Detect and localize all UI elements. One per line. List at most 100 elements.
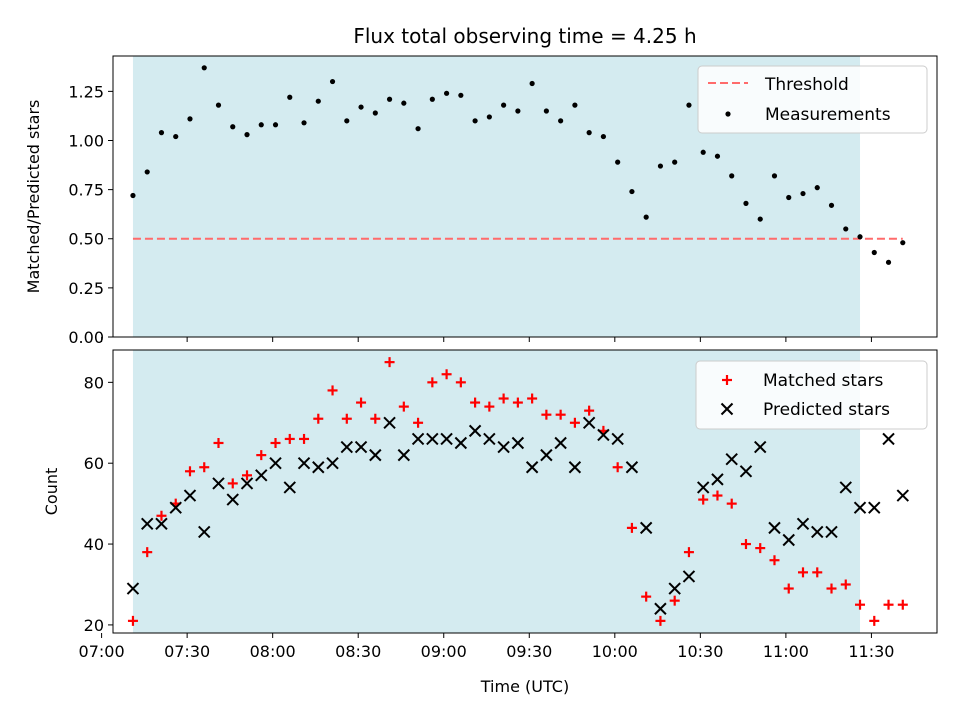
measurement-point bbox=[686, 102, 692, 108]
measurement-point bbox=[714, 153, 721, 159]
matched-star-point bbox=[812, 567, 823, 578]
measurement-point bbox=[244, 132, 250, 138]
legend-matched-label: Matched stars bbox=[763, 371, 883, 391]
bottom-ytick-label: 60 bbox=[84, 454, 104, 473]
matched-star-point bbox=[370, 413, 381, 424]
matched-star-point bbox=[356, 397, 367, 408]
bottom-ylabel: Count bbox=[42, 468, 61, 516]
predicted-star-point bbox=[212, 477, 225, 490]
bottom-xlabel: Time (UTC) bbox=[480, 677, 569, 696]
predicted-star-point bbox=[169, 501, 182, 514]
predicted-star-point bbox=[426, 432, 439, 446]
predicted-star-point bbox=[511, 436, 525, 450]
matched-star-point bbox=[327, 385, 338, 396]
measurement-point bbox=[871, 249, 877, 256]
top-ytick-label: 1.25 bbox=[68, 82, 104, 101]
measurement-point bbox=[358, 104, 364, 110]
measurement-point bbox=[187, 116, 193, 122]
predicted-star-point bbox=[155, 517, 168, 531]
predicted-star-point bbox=[183, 489, 197, 502]
predicted-star-point bbox=[625, 461, 639, 474]
matched-star-point bbox=[527, 393, 538, 404]
matched-star-point bbox=[669, 595, 680, 606]
matched-star-point bbox=[270, 437, 281, 448]
predicted-star-point bbox=[240, 477, 254, 490]
predicted-star-point bbox=[782, 533, 795, 547]
measurement-point bbox=[472, 118, 478, 124]
bottom-xtick-label: 09:00 bbox=[421, 642, 467, 661]
bottom-xtick-label: 09:30 bbox=[506, 642, 552, 661]
matched-star-point bbox=[512, 397, 523, 408]
top-panel: 0.00 0.25 0.50 0.75 1.00 1.25 Matched/Predicte… bbox=[24, 55, 938, 347]
matched-star-point bbox=[384, 357, 395, 368]
legend-threshold-label: Threshold bbox=[764, 75, 849, 95]
top-ylabel: Matched/Predicted stars bbox=[24, 100, 43, 294]
bottom-ytick-label: 40 bbox=[84, 535, 104, 554]
matched-star-point bbox=[184, 466, 195, 477]
measurement-point bbox=[429, 96, 435, 102]
predicted-star-point bbox=[725, 452, 738, 466]
predicted-star-point bbox=[768, 521, 781, 535]
measurement-point bbox=[828, 202, 835, 208]
bottom-xtick-label: 11:30 bbox=[848, 642, 894, 661]
predicted-star-point bbox=[397, 448, 411, 462]
predicted-star-point bbox=[126, 582, 140, 595]
predicted-star-point bbox=[255, 469, 268, 482]
measurement-point bbox=[301, 120, 307, 126]
predicted-star-point bbox=[882, 432, 895, 446]
predicted-star-point bbox=[796, 517, 810, 531]
matched-star-point bbox=[242, 470, 253, 481]
matched-star-point bbox=[655, 615, 666, 626]
predicted-star-point bbox=[326, 456, 339, 470]
bottom-ytick-label: 20 bbox=[84, 616, 104, 635]
predicted-star-point bbox=[868, 501, 881, 514]
matched-star-point bbox=[484, 401, 495, 412]
measurement-point bbox=[672, 159, 678, 165]
matched-star-point bbox=[455, 377, 466, 388]
predicted-star-point bbox=[611, 432, 624, 446]
predicted-star-point bbox=[711, 473, 724, 486]
matched-star-point bbox=[755, 543, 766, 554]
measurement-point bbox=[757, 216, 763, 222]
measurement-point bbox=[615, 159, 621, 165]
measurement-point bbox=[201, 65, 207, 71]
predicted-star-point bbox=[226, 493, 239, 506]
measurement-point bbox=[814, 185, 820, 191]
measurement-point bbox=[386, 96, 393, 102]
bottom-xtick-label: 10:00 bbox=[592, 642, 638, 661]
matched-star-point bbox=[441, 369, 452, 380]
matched-star-point bbox=[855, 599, 866, 610]
matched-star-point bbox=[612, 462, 623, 473]
measurement-point bbox=[258, 122, 264, 128]
predicted-star-point bbox=[896, 489, 909, 502]
measurement-point bbox=[315, 98, 321, 104]
matched-star-point bbox=[840, 579, 851, 590]
predicted-star-point bbox=[654, 602, 667, 615]
measurement-point bbox=[372, 110, 378, 116]
matched-star-point bbox=[470, 397, 481, 408]
measurement-point bbox=[543, 108, 549, 114]
bottom-panel: 20 40 60 80 07:00 07:30 08:00 08:30 09:00 09:30 10… bbox=[42, 349, 938, 696]
predicted-star-point bbox=[682, 570, 696, 583]
legend-measurement-swatch bbox=[725, 111, 731, 117]
matched-star-point bbox=[683, 547, 694, 558]
top-ytick-label: 0.00 bbox=[68, 328, 104, 347]
bottom-xtick-label: 08:30 bbox=[335, 642, 381, 661]
bottom-xtick-label: 08:00 bbox=[250, 642, 296, 661]
measurement-point bbox=[729, 173, 735, 179]
measurement-point bbox=[800, 190, 806, 197]
top-legend-box bbox=[697, 65, 928, 134]
measurement-point bbox=[215, 102, 222, 108]
matched-star-point bbox=[783, 583, 794, 594]
matched-star-point bbox=[284, 433, 295, 444]
measurement-point bbox=[287, 94, 293, 100]
measurement-point bbox=[272, 122, 279, 128]
bottom-ytick-label: 80 bbox=[84, 373, 104, 392]
bottom-xtick-label: 07:00 bbox=[79, 642, 125, 661]
measurement-point bbox=[458, 92, 464, 98]
matched-star-point bbox=[797, 567, 808, 578]
top-axes-frame bbox=[112, 55, 938, 338]
predicted-star-point bbox=[369, 448, 382, 462]
predicted-star-point bbox=[468, 424, 482, 438]
predicted-star-point bbox=[497, 440, 510, 454]
